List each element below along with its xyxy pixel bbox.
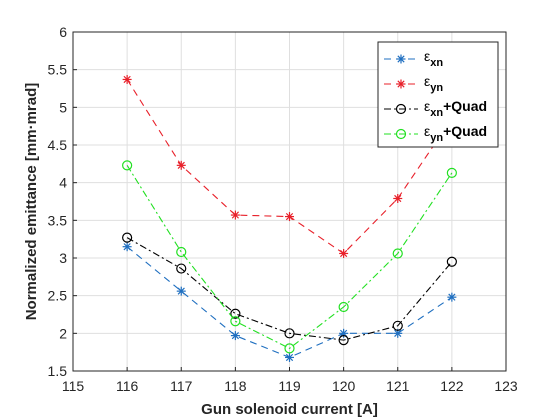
x-tick-label: 123	[494, 378, 518, 394]
data-point-marker	[396, 79, 406, 89]
legend-item-2: εyn	[384, 73, 443, 94]
x-tick-label: 120	[332, 378, 356, 394]
legend-label: εxn+Quad	[424, 98, 487, 119]
marker-stroke	[394, 329, 402, 337]
y-tick-label: 1.5	[48, 363, 68, 379]
data-point-marker	[339, 328, 349, 338]
legend-subscript: xn	[430, 107, 443, 119]
marker-stroke	[340, 329, 348, 337]
data-point-marker	[176, 160, 186, 170]
marker-stroke	[397, 55, 405, 63]
data-point-marker	[284, 328, 295, 339]
legend-item-3: εxn+Quad	[384, 98, 487, 119]
data-point-marker	[230, 331, 240, 341]
data-point-marker	[122, 232, 133, 243]
marker-stroke	[394, 194, 402, 203]
data-point-marker	[176, 246, 187, 258]
legend-item-4: εyn+Quad	[384, 123, 487, 144]
x-tick-label: 118	[224, 378, 247, 394]
y-tick-label: 4.5	[48, 137, 68, 153]
legend-suffix: +Quad	[443, 123, 487, 139]
marker-stroke	[285, 353, 294, 362]
data-point-marker	[284, 343, 295, 354]
legend-symbol: ε	[424, 73, 430, 89]
data-point-marker	[230, 210, 240, 220]
data-point-marker	[122, 242, 132, 252]
data-point-marker	[396, 54, 406, 64]
series-4	[122, 160, 457, 354]
marker-stroke	[123, 75, 131, 84]
marker-stroke	[177, 161, 185, 169]
y-tick-label: 6	[59, 24, 67, 40]
x-tick-label: 122	[440, 378, 464, 394]
legend-item-1: εxn	[384, 48, 443, 69]
data-point-marker	[392, 320, 403, 331]
y-tick-label: 3.5	[48, 212, 68, 228]
series-layer	[122, 74, 457, 362]
ticks: 115 116 117 118 119 120 121 122 123 1.5 2 2.5 3 3.5 4 4…	[48, 24, 518, 394]
y-tick-label: 4	[59, 175, 67, 191]
data-point-marker	[446, 256, 457, 267]
legend-subscript: yn	[430, 82, 443, 94]
legend-symbol: ε	[424, 123, 430, 139]
data-point-marker	[395, 128, 407, 140]
marker-stroke	[231, 331, 239, 340]
y-tick-label: 2.5	[48, 288, 68, 304]
data-point-marker	[338, 335, 349, 346]
x-axis-label: Gun solenoid current [A]	[201, 401, 378, 418]
data-point-marker	[176, 263, 187, 274]
legend-symbol: ε	[424, 98, 430, 114]
series-line	[126, 165, 453, 350]
x-tick-label: 119	[278, 378, 301, 394]
x-tick-label: 116	[116, 378, 139, 394]
legend-subscript: xn	[430, 57, 443, 69]
legend-label: εxn	[424, 48, 443, 69]
y-tick-label: 5.5	[48, 62, 68, 78]
data-point-marker	[122, 74, 132, 84]
marker-stroke	[123, 243, 131, 251]
marker-stroke	[397, 80, 405, 88]
data-point-marker	[230, 308, 241, 319]
y-tick-label: 2	[59, 325, 67, 341]
y-tick-label: 3	[59, 250, 67, 266]
series-1	[122, 242, 457, 362]
x-tick-label: 117	[170, 378, 193, 394]
data-point-marker	[285, 352, 294, 362]
data-point-marker	[393, 193, 403, 203]
x-tick-label: 115	[62, 378, 85, 394]
marker-stroke	[285, 212, 294, 221]
y-tick-label: 5	[59, 99, 67, 115]
data-point-marker	[122, 160, 133, 171]
legend-label: εyn	[424, 73, 443, 94]
legend-symbol: ε	[424, 48, 430, 64]
y-axis-label: Normalized emittance [mm·mrad]	[23, 83, 40, 321]
data-point-marker	[447, 292, 457, 302]
x-tick-label: 121	[386, 378, 410, 394]
series-line	[126, 237, 453, 341]
marker-stroke	[177, 287, 185, 295]
data-point-marker	[285, 212, 294, 222]
data-point-marker	[446, 167, 457, 178]
series-3	[122, 232, 457, 346]
data-point-marker	[392, 248, 403, 259]
data-point-marker	[338, 301, 349, 313]
legend-subscript: yn	[430, 132, 443, 144]
data-point-marker	[176, 286, 186, 296]
legend-suffix: +Quad	[443, 98, 487, 114]
data-point-marker	[339, 248, 349, 258]
data-point-marker	[230, 316, 241, 327]
marker-stroke	[231, 211, 239, 219]
data-point-marker	[395, 103, 407, 115]
marker-stroke	[448, 293, 456, 301]
marker-stroke	[340, 249, 348, 258]
legend-label: εyn+Quad	[424, 123, 487, 144]
